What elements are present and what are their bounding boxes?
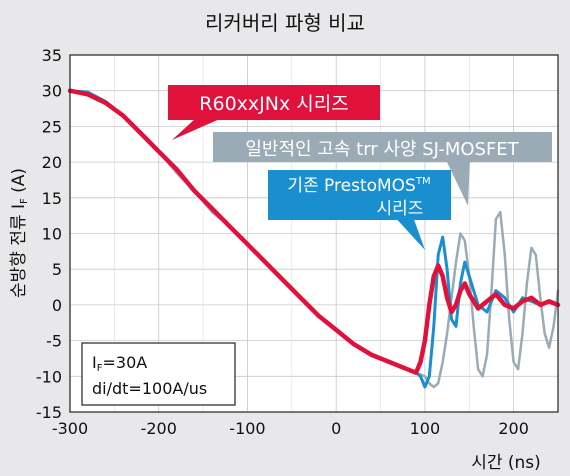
x-axis-label: 시간 (ns) bbox=[471, 453, 541, 473]
conditions-line1-rest: =30A bbox=[102, 353, 147, 372]
x-tick-label: 100 bbox=[410, 419, 441, 438]
annotation-blue-line1-text: 기존 PrestoMOS bbox=[287, 176, 415, 196]
conditions-line1-main: I bbox=[92, 353, 97, 372]
conditions-box-frame bbox=[81, 342, 236, 406]
y-axis-label-sub: F bbox=[19, 198, 30, 204]
annotation-gray: 일반적인 고속 trr 사양 SJ-MOSFET bbox=[213, 132, 552, 206]
conditions-line1-sub: F bbox=[97, 363, 103, 374]
annotation-blue-line2: 시리즈 bbox=[377, 199, 424, 219]
y-tick-label: 15 bbox=[42, 189, 62, 208]
y-tick-label: -10 bbox=[36, 367, 62, 386]
y-tick-label: -15 bbox=[36, 403, 62, 422]
plot-frame bbox=[69, 54, 559, 413]
annotation-blue-line1: 기존 PrestoMOSTM bbox=[287, 176, 430, 196]
annotation-blue: 기존 PrestoMOSTM 시리즈 bbox=[268, 170, 451, 250]
y-tick-label: 0 bbox=[52, 296, 62, 315]
y-axis-label-unit: (A) bbox=[9, 168, 29, 198]
x-axis-ticks: -300 -200 -100 0 100 200 bbox=[52, 419, 529, 438]
y-tick-label: -5 bbox=[46, 332, 62, 351]
series-line-2 bbox=[67, 88, 561, 375]
annotation-red: R60xxJNx 시리즈 bbox=[168, 85, 380, 140]
conditions-line1: IF=30A bbox=[92, 353, 147, 374]
annotation-blue-box bbox=[268, 170, 451, 220]
y-tick-label: 25 bbox=[42, 117, 62, 136]
series-layer bbox=[67, 88, 561, 389]
annotation-gray-box bbox=[213, 132, 552, 162]
annotation-gray-label: 일반적인 고속 trr 사양 SJ-MOSFET bbox=[245, 139, 519, 160]
annotation-red-pointer bbox=[172, 118, 222, 140]
y-tick-label: 10 bbox=[42, 225, 62, 244]
chart-title: 리커버리 파형 비교 bbox=[205, 11, 365, 35]
y-axis-label: 순방향 전류 IF (A) bbox=[9, 168, 30, 298]
y-tick-label: 30 bbox=[42, 82, 62, 101]
annotation-blue-pointer bbox=[392, 214, 425, 250]
y-axis-label-main: 순방향 전류 I bbox=[9, 204, 29, 298]
conditions-box: IF=30A di/dt=100A/us bbox=[81, 342, 236, 406]
y-tick-label: 20 bbox=[42, 153, 62, 172]
x-tick-label: 0 bbox=[331, 419, 341, 438]
y-tick-label: 35 bbox=[42, 46, 62, 65]
x-tick-label: -200 bbox=[141, 419, 177, 438]
annotation-gray-pointer bbox=[446, 160, 470, 206]
annotation-blue-sup: TM bbox=[415, 176, 431, 187]
y-tick-label: 5 bbox=[52, 260, 62, 279]
annotation-red-label: R60xxJNx 시리즈 bbox=[199, 93, 348, 115]
x-tick-label: -100 bbox=[229, 419, 265, 438]
x-tick-label: -300 bbox=[52, 419, 88, 438]
annotation-red-box bbox=[168, 85, 380, 120]
conditions-line2: di/dt=100A/us bbox=[92, 379, 207, 398]
y-axis-ticks: -15 -10 -5 0 5 10 15 20 25 30 35 bbox=[36, 46, 62, 422]
x-tick-label: 200 bbox=[498, 419, 529, 438]
